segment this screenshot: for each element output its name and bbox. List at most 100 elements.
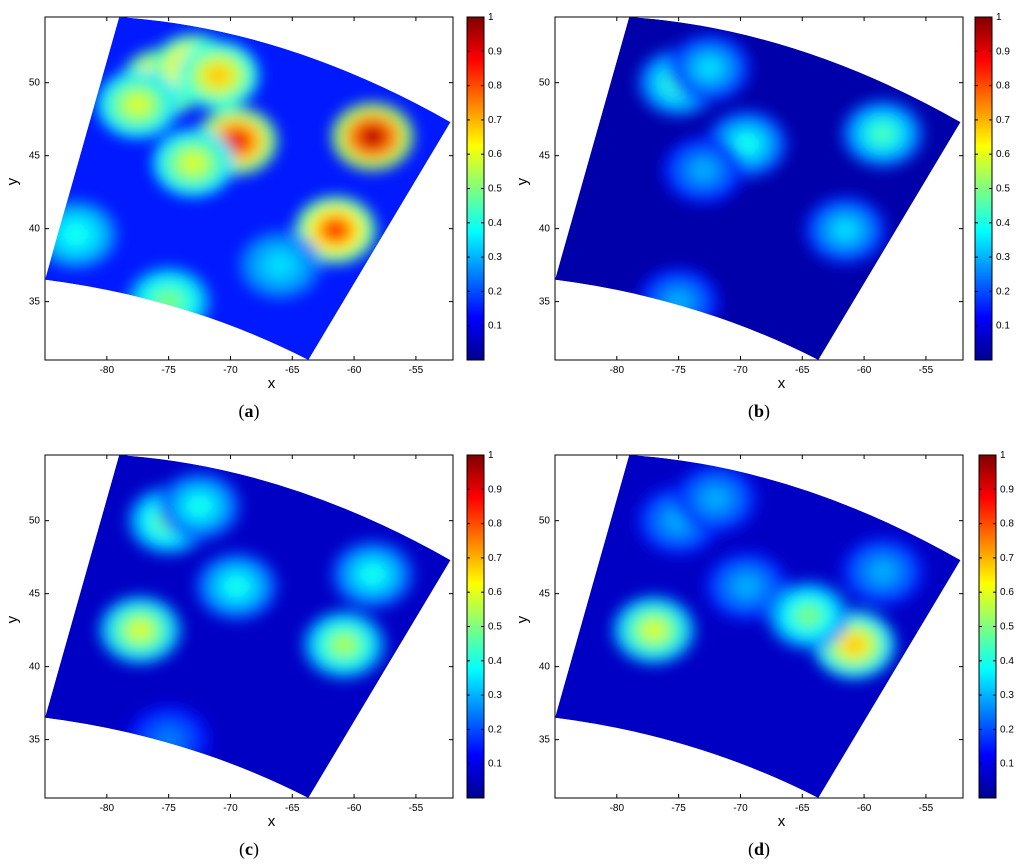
colorbar-tick-label: 0.7 — [488, 553, 502, 564]
heatmap-blob — [67, 227, 85, 242]
colorbar-tick-label: 0.2 — [1000, 724, 1014, 735]
heatmap-blob — [738, 579, 756, 594]
x-tick-label: -80 — [100, 803, 115, 814]
colorbar-tick-label: 0.2 — [996, 286, 1010, 297]
heatmap-blob — [335, 637, 353, 652]
colorbar-tick-label: 0.1 — [996, 321, 1010, 332]
heatmap-field — [555, 17, 961, 360]
panel-caption: (a) — [239, 401, 260, 422]
colorbar-tick-label: 0.7 — [996, 115, 1010, 126]
panel-d: -80 -75 -70 -65 -60 -55 35 40 45 50 x y 0.1 0.2 0.3 0.4… — [514, 450, 1014, 860]
heatmap-blob — [184, 155, 202, 170]
panel-caption: (c) — [239, 839, 259, 860]
colorbar: 0.1 0.2 0.3 0.4 0.5 0.6 0.7 0.8 0.9 1 — [974, 12, 1010, 361]
x-tick-label: -60 — [347, 803, 362, 814]
colorbar-tick-label: 0.8 — [1000, 519, 1014, 530]
colorbar-tick-label: 0.3 — [488, 690, 502, 701]
x-tick-label: -65 — [795, 365, 810, 376]
panel-caption: (d) — [748, 839, 770, 860]
x-axis-label: x — [268, 375, 276, 392]
y-tick-label: 35 — [539, 735, 551, 746]
panel-c: -80 -75 -70 -65 -60 -55 35 40 45 50 x y 0.1 0.2 0.3 0.4… — [4, 450, 502, 860]
colorbar-tick-label: 0.4 — [1000, 656, 1014, 667]
y-tick-label: 45 — [29, 151, 41, 162]
x-tick-label: -55 — [409, 803, 424, 814]
colorbar-tick-label: 0.5 — [488, 184, 502, 195]
colorbar-tick-label: 0.9 — [1000, 484, 1014, 495]
x-tick-label: -70 — [223, 803, 238, 814]
y-axis-label: y — [514, 177, 531, 185]
x-tick-label: -55 — [919, 803, 934, 814]
y-tick-label: 35 — [29, 735, 41, 746]
colorbar-tick-label: 0.6 — [996, 149, 1010, 160]
x-tick-label: -70 — [733, 365, 748, 376]
colorbar-tick-label: 0.5 — [996, 184, 1010, 195]
panel-b: -80 -75 -70 -65 -60 -55 35 40 45 50 x y 0.1 0.2 0.3 0.4… — [514, 12, 1010, 422]
y-tick-label: 40 — [539, 224, 551, 235]
y-tick-label: 50 — [29, 78, 41, 89]
x-tick-label: -80 — [610, 365, 625, 376]
heatmap-blob — [845, 637, 863, 652]
heatmap-blob — [707, 491, 725, 506]
x-tick-label: -80 — [610, 803, 625, 814]
heatmap-blob — [738, 136, 756, 151]
heatmap-blob — [228, 134, 246, 149]
heatmap-blob — [191, 499, 208, 514]
colorbar-tick-label: 0.2 — [488, 724, 502, 735]
y-tick-label: 45 — [539, 151, 551, 162]
x-tick-label: -80 — [100, 365, 115, 376]
x-tick-label: -65 — [795, 803, 810, 814]
y-tick-label: 45 — [539, 589, 551, 600]
colorbar-tick-label: 0.2 — [488, 286, 502, 297]
heatmap-blob — [837, 223, 854, 238]
colorbar-tick-label: 0.6 — [1000, 587, 1014, 598]
colorbar-tick-label: 0.4 — [488, 218, 502, 229]
y-tick-label: 40 — [29, 224, 41, 235]
x-tick-label: -75 — [161, 365, 176, 376]
x-tick-label: -75 — [671, 365, 686, 376]
x-tick-label: -60 — [857, 803, 872, 814]
x-tick-label: -55 — [409, 365, 424, 376]
heatmap-blob — [701, 61, 718, 76]
colorbar-tick-label: 0.5 — [488, 622, 502, 633]
heatmap-blob — [271, 258, 289, 273]
x-tick-label: -60 — [347, 365, 362, 376]
heatmap-blob — [364, 129, 382, 144]
heatmap-field — [555, 455, 961, 798]
colorbar-tick-label: 1 — [1000, 450, 1006, 461]
y-axis-label: y — [4, 177, 21, 185]
heatmap-blob — [228, 579, 246, 594]
y-tick-label: 40 — [539, 662, 551, 673]
heatmap-blob — [327, 223, 344, 238]
colorbar-tick-label: 1 — [488, 450, 494, 461]
colorbar: 0.1 0.2 0.3 0.4 0.5 0.6 0.7 0.8 0.9 1 — [466, 450, 502, 799]
y-tick-label: 50 — [29, 516, 41, 527]
y-tick-label: 35 — [29, 297, 41, 308]
x-tick-label: -75 — [161, 803, 176, 814]
y-tick-label: 40 — [29, 662, 41, 673]
heatmap-blob — [209, 68, 227, 83]
colorbar-tick-label: 0.3 — [996, 252, 1010, 263]
colorbar-tick-label: 0.5 — [1000, 622, 1014, 633]
colorbar-tick-label: 0.9 — [996, 46, 1010, 57]
colorbar-tick-label: 0.8 — [488, 81, 502, 92]
y-axis-label: y — [4, 615, 21, 623]
x-tick-label: -65 — [285, 803, 300, 814]
colorbar-tick-label: 0.6 — [488, 149, 502, 160]
colorbar-tick-label: 1 — [996, 12, 1002, 23]
colorbar-tick-label: 0.1 — [488, 321, 502, 332]
x-tick-label: -70 — [223, 365, 238, 376]
x-axis-label: x — [778, 813, 786, 830]
y-tick-label: 50 — [539, 516, 551, 527]
colorbar: 0.1 0.2 0.3 0.4 0.5 0.6 0.7 0.8 0.9 1 — [978, 450, 1014, 799]
colorbar-tick-label: 0.7 — [488, 115, 502, 126]
y-tick-label: 50 — [539, 78, 551, 89]
heatmap-blob — [131, 623, 149, 638]
x-axis-label: x — [268, 813, 276, 830]
y-tick-label: 45 — [29, 589, 41, 600]
colorbar-tick-label: 0.9 — [488, 46, 502, 57]
colorbar-tick-label: 0.1 — [1000, 759, 1014, 770]
x-tick-label: -55 — [919, 365, 934, 376]
panel-a: -80 -75 -70 -65 -60 -55 35 40 45 50 x y 0.1 0.2 0.3 0.4… — [4, 12, 502, 422]
